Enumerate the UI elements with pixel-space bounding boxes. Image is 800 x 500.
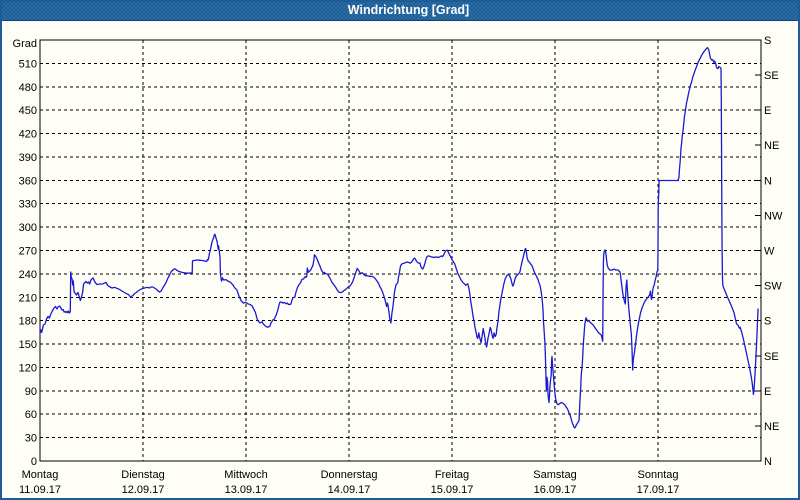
svg-text:W: W	[764, 246, 775, 258]
svg-text:0: 0	[31, 456, 37, 468]
svg-text:Dienstag: Dienstag	[121, 469, 164, 481]
svg-text:14.09.17: 14.09.17	[328, 484, 371, 496]
svg-text:90: 90	[25, 386, 37, 398]
svg-text:60: 60	[25, 409, 37, 421]
svg-text:15.09.17: 15.09.17	[431, 484, 474, 496]
svg-text:E: E	[764, 105, 771, 117]
svg-text:SE: SE	[764, 70, 779, 82]
svg-text:510: 510	[19, 58, 37, 70]
svg-text:NE: NE	[764, 421, 779, 433]
svg-text:E: E	[764, 386, 771, 398]
svg-text:NE: NE	[764, 140, 779, 152]
svg-text:12.09.17: 12.09.17	[122, 484, 165, 496]
svg-text:SW: SW	[764, 281, 782, 293]
svg-text:S: S	[764, 316, 771, 328]
svg-text:30: 30	[25, 433, 37, 445]
svg-text:Montag: Montag	[22, 469, 59, 481]
svg-text:16.09.17: 16.09.17	[534, 484, 577, 496]
svg-text:420: 420	[19, 129, 37, 141]
svg-text:11.09.17: 11.09.17	[19, 484, 61, 496]
svg-text:Samstag: Samstag	[533, 469, 576, 481]
svg-text:450: 450	[19, 105, 37, 117]
svg-text:210: 210	[19, 292, 37, 304]
svg-text:N: N	[764, 456, 772, 468]
svg-text:330: 330	[19, 199, 37, 211]
svg-text:Freitag: Freitag	[435, 469, 469, 481]
svg-text:240: 240	[19, 269, 37, 281]
svg-text:Sonntag: Sonntag	[638, 469, 679, 481]
svg-text:180: 180	[19, 316, 37, 328]
svg-text:17.09.17: 17.09.17	[637, 484, 680, 496]
svg-text:Mittwoch: Mittwoch	[224, 469, 267, 481]
svg-text:Donnerstag: Donnerstag	[321, 469, 378, 481]
svg-text:SE: SE	[764, 351, 779, 363]
svg-text:270: 270	[19, 246, 37, 258]
svg-text:NW: NW	[764, 210, 783, 222]
svg-text:Grad: Grad	[13, 38, 37, 50]
svg-text:13.09.17: 13.09.17	[225, 484, 268, 496]
svg-text:S: S	[764, 35, 771, 47]
svg-text:390: 390	[19, 152, 37, 164]
svg-text:480: 480	[19, 82, 37, 94]
svg-text:360: 360	[19, 175, 37, 187]
svg-text:120: 120	[19, 362, 37, 374]
svg-text:150: 150	[19, 339, 37, 351]
svg-text:300: 300	[19, 222, 37, 234]
svg-text:N: N	[764, 175, 772, 187]
